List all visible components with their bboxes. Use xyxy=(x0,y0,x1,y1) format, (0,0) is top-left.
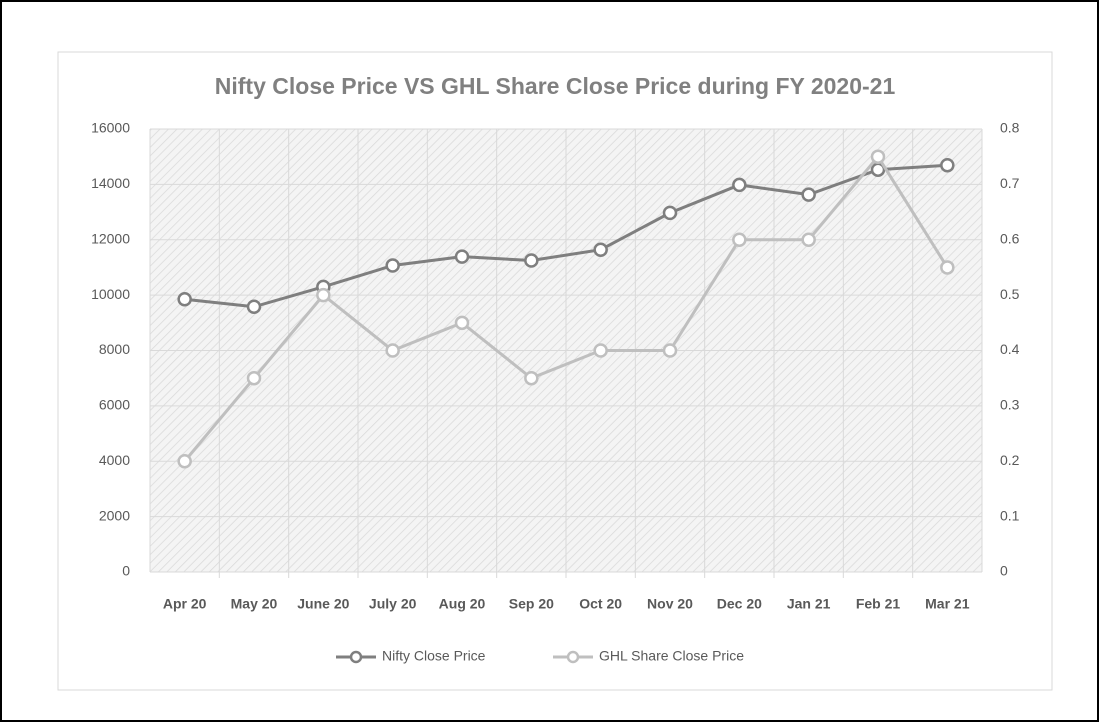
data-point xyxy=(801,187,816,202)
y2-tick-label: 0.1 xyxy=(1000,507,1020,523)
data-point xyxy=(177,454,192,469)
x-tick-label: Mar 21 xyxy=(925,596,970,612)
x-tick-label: June 20 xyxy=(297,596,349,612)
y2-tick-label: 0.6 xyxy=(1000,230,1020,246)
y-tick-label: 4000 xyxy=(99,452,130,468)
data-point xyxy=(385,343,400,358)
x-tick-label: Dec 20 xyxy=(717,596,762,612)
y2-tick-label: 0 xyxy=(1000,563,1008,579)
x-tick-label: Aug 20 xyxy=(439,596,486,612)
data-point xyxy=(524,253,539,268)
data-point xyxy=(454,249,470,264)
data-point xyxy=(524,370,539,386)
y-tick-label: 12000 xyxy=(91,230,130,246)
data-point xyxy=(454,315,470,331)
data-point xyxy=(801,232,816,247)
legend-marker xyxy=(349,650,363,664)
y-tick-label: 0 xyxy=(122,563,130,579)
x-tick-label: Nov 20 xyxy=(647,596,693,612)
y-tick-label: 14000 xyxy=(91,175,130,191)
data-point xyxy=(940,260,955,275)
y2-tick-label: 0.4 xyxy=(1000,341,1020,357)
data-point xyxy=(177,292,192,307)
y2-tick-label: 0.7 xyxy=(1000,175,1020,191)
legend-label: Nifty Close Price xyxy=(382,648,486,664)
legend-label: GHL Share Close Price xyxy=(599,648,744,664)
data-point xyxy=(246,370,262,386)
data-point xyxy=(662,343,678,358)
data-point xyxy=(385,258,400,273)
data-point xyxy=(940,158,955,173)
y2-tick-label: 0.2 xyxy=(1000,452,1020,468)
y-tick-label: 2000 xyxy=(99,507,130,523)
series-line xyxy=(184,163,948,309)
data-point xyxy=(732,232,747,247)
legend-marker xyxy=(566,650,580,664)
y2-tick-label: 0.3 xyxy=(1000,397,1020,413)
y-tick-label: 10000 xyxy=(91,286,130,302)
y-tick-label: 8000 xyxy=(99,341,130,357)
data-point xyxy=(593,343,608,358)
y2-tick-label: 0.8 xyxy=(1000,120,1020,136)
chart-title: Nifty Close Price VS GHL Share Close Pri… xyxy=(215,73,896,99)
data-point xyxy=(246,299,262,315)
data-point xyxy=(870,149,886,164)
x-tick-label: Jan 21 xyxy=(787,596,831,612)
y-tick-label: 6000 xyxy=(99,397,130,413)
x-tick-label: Sep 20 xyxy=(509,596,554,612)
data-point xyxy=(662,205,678,221)
data-point xyxy=(593,242,608,257)
x-tick-label: May 20 xyxy=(231,596,278,612)
x-tick-label: Feb 21 xyxy=(856,596,901,612)
y2-tick-label: 0.5 xyxy=(1000,286,1020,302)
x-tick-label: Apr 20 xyxy=(163,596,207,612)
x-tick-label: July 20 xyxy=(369,596,417,612)
data-point xyxy=(732,177,747,193)
x-tick-label: Oct 20 xyxy=(579,596,622,612)
y-tick-label: 16000 xyxy=(91,120,130,136)
series-line xyxy=(183,154,949,463)
data-point xyxy=(316,287,331,303)
